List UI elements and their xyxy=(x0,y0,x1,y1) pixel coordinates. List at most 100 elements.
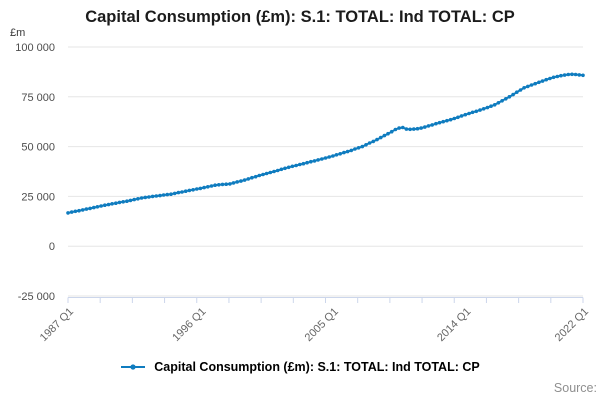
legend-item[interactable]: Capital Consumption (£m): S.1: TOTAL: In… xyxy=(0,360,600,374)
data-point-marker xyxy=(500,99,504,103)
data-point-marker xyxy=(334,153,339,157)
data-point-marker xyxy=(544,77,548,82)
data-point-marker xyxy=(382,133,387,138)
data-point-marker xyxy=(242,178,247,182)
y-tick-label: -25 000 xyxy=(18,291,55,303)
data-point-marker xyxy=(518,88,523,92)
data-point-marker xyxy=(298,162,302,167)
data-point-marker xyxy=(180,190,184,194)
data-point-marker xyxy=(224,182,228,186)
data-point-marker xyxy=(540,79,545,83)
data-point-marker xyxy=(389,129,394,134)
source-label: Source: xyxy=(553,381,597,395)
data-point-marker xyxy=(136,197,140,201)
data-point-marker xyxy=(161,193,166,197)
data-point-marker xyxy=(125,199,129,203)
data-point-marker xyxy=(183,189,188,193)
data-point-marker xyxy=(246,177,251,181)
data-point-marker xyxy=(77,208,81,213)
data-point-marker xyxy=(367,141,372,145)
data-point-marker xyxy=(551,75,556,80)
data-point-marker xyxy=(114,201,118,205)
data-point-marker xyxy=(158,193,162,198)
data-point-marker xyxy=(165,192,170,197)
data-point-marker xyxy=(191,188,195,192)
data-point-marker xyxy=(73,209,78,214)
data-point-marker xyxy=(496,101,501,105)
data-point-marker xyxy=(117,200,122,205)
data-point-marker xyxy=(342,150,346,155)
data-point-marker xyxy=(397,126,401,130)
data-point-marker xyxy=(217,183,221,187)
data-point-marker xyxy=(213,183,217,187)
data-point-marker xyxy=(426,124,431,128)
data-point-marker xyxy=(481,107,486,111)
data-point-marker xyxy=(504,97,508,101)
data-point-marker xyxy=(250,175,254,180)
data-point-marker xyxy=(338,152,343,156)
data-point-marker xyxy=(441,119,446,124)
data-point-marker xyxy=(110,202,114,206)
data-point-marker xyxy=(478,108,482,112)
data-point-marker xyxy=(415,126,420,131)
data-point-marker xyxy=(570,72,574,77)
data-point-marker xyxy=(548,76,552,81)
y-tick-label: 25 000 xyxy=(21,191,55,203)
data-point-marker xyxy=(459,114,464,118)
data-point-marker xyxy=(375,137,379,142)
data-point-marker xyxy=(456,115,460,120)
line-chart-plot-area[interactable]: 100 000 75 000 50 000 25 000 0 -25 000 1987 Q1… xyxy=(0,0,600,352)
data-point-marker xyxy=(445,118,449,123)
data-point-marker xyxy=(187,188,192,193)
data-point-marker xyxy=(235,180,239,184)
data-point-marker xyxy=(573,72,578,77)
data-point-marker xyxy=(412,127,416,131)
data-point-marker xyxy=(331,154,335,158)
y-tick-label: 75 000 xyxy=(21,92,55,104)
data-point-marker xyxy=(353,147,357,151)
data-point-marker xyxy=(99,204,103,208)
data-point-marker xyxy=(345,149,350,154)
data-point-marker xyxy=(378,135,383,140)
data-point-marker xyxy=(95,205,100,209)
x-tick-label: 2005 Q1 xyxy=(303,306,341,344)
data-point-marker xyxy=(154,194,159,198)
data-point-marker xyxy=(507,95,512,99)
data-point-marker xyxy=(320,157,324,161)
data-point-marker xyxy=(515,90,519,94)
data-point-marker xyxy=(485,105,490,110)
data-point-marker xyxy=(143,195,148,200)
data-point-marker xyxy=(577,73,582,77)
data-point-marker xyxy=(408,127,412,132)
data-point-marker xyxy=(305,160,309,165)
data-point-marker xyxy=(261,172,265,177)
data-point-marker xyxy=(393,127,398,132)
series-capital-consumption xyxy=(66,72,585,215)
data-point-marker xyxy=(80,208,85,212)
data-point-marker xyxy=(301,161,306,166)
data-point-marker xyxy=(206,185,210,189)
data-point-marker xyxy=(323,156,328,160)
data-point-marker xyxy=(467,111,471,116)
data-point-marker xyxy=(474,109,479,114)
data-point-marker xyxy=(492,103,497,107)
data-point-marker xyxy=(529,83,534,87)
data-point-marker xyxy=(437,120,442,125)
data-point-marker xyxy=(430,123,435,127)
data-point-marker xyxy=(312,159,317,163)
data-point-marker xyxy=(150,194,155,199)
data-point-marker xyxy=(533,81,537,86)
data-point-marker xyxy=(562,73,567,77)
data-point-marker xyxy=(220,182,225,187)
data-point-marker xyxy=(239,179,243,183)
data-point-marker xyxy=(88,206,92,211)
x-axis xyxy=(67,297,584,303)
x-tick-label: 2022 Q1 xyxy=(553,306,591,344)
y-axis-tick-labels: 100 000 75 000 50 000 25 000 0 -25 000 xyxy=(15,42,55,303)
data-point-marker xyxy=(139,196,144,200)
data-point-marker xyxy=(209,184,214,188)
gridlines xyxy=(68,46,583,297)
data-point-marker xyxy=(69,210,74,214)
data-point-marker xyxy=(423,125,427,129)
